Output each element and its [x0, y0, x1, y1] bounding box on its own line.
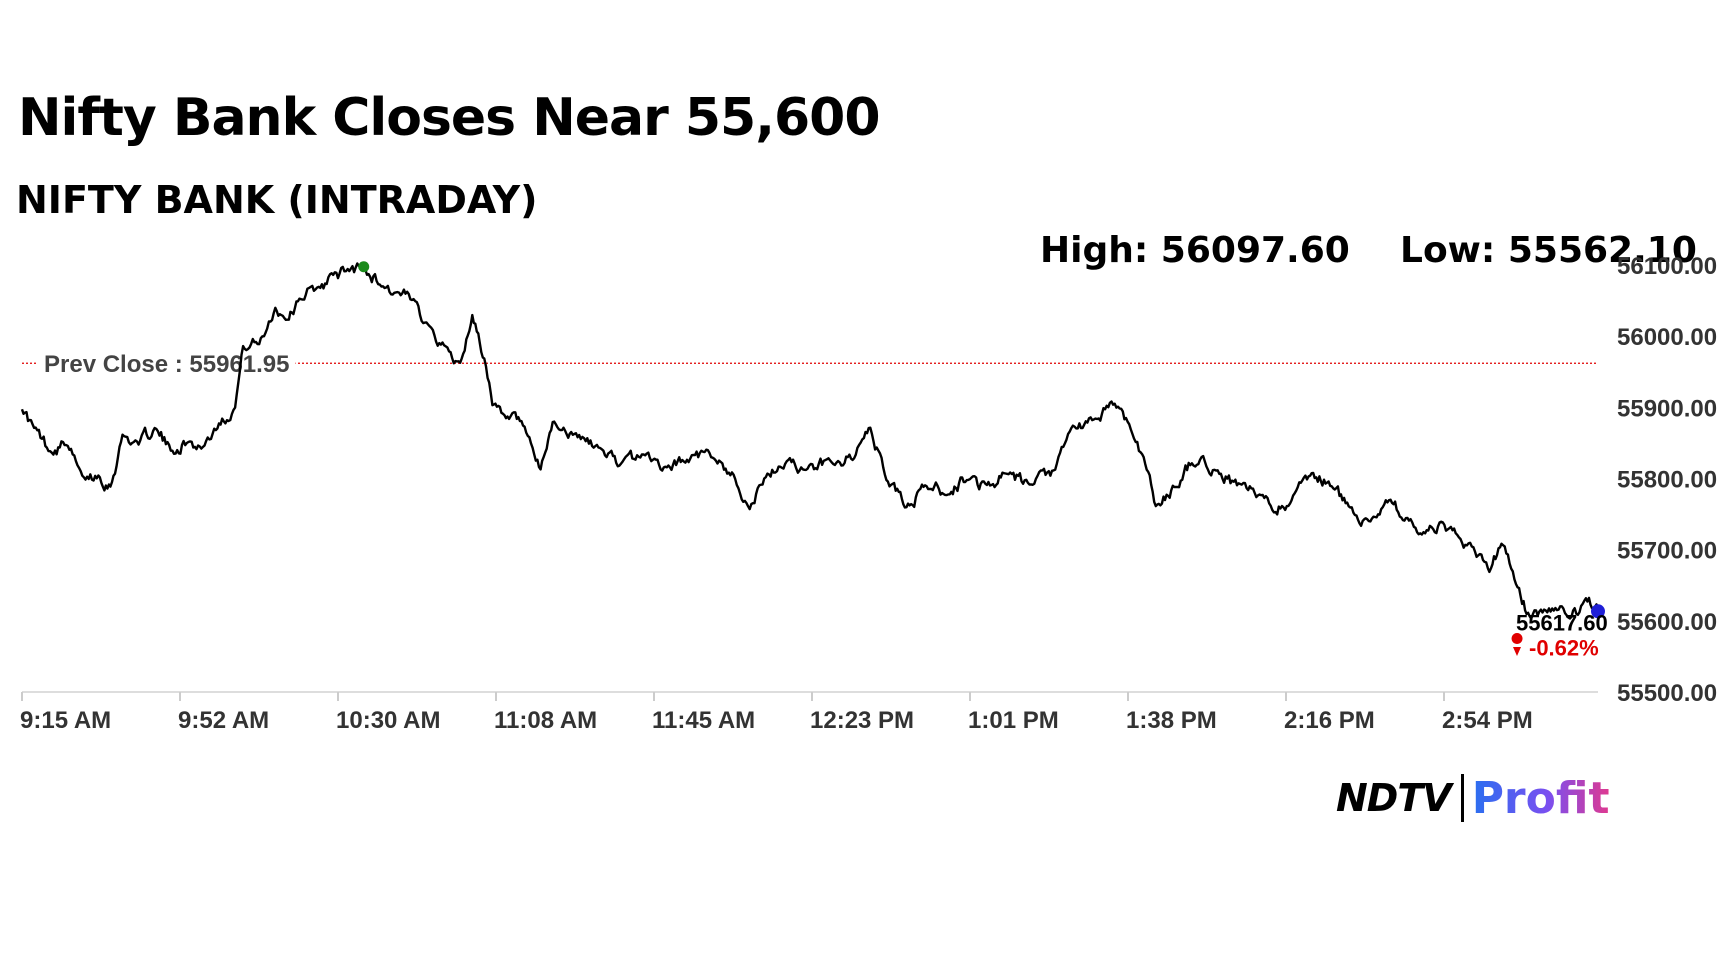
headline: Nifty Bank Closes Near 55,600 — [18, 88, 881, 148]
x-tick-label: 10:30 AM — [336, 707, 440, 734]
x-tick-label: 1:01 PM — [968, 707, 1059, 734]
x-tick-label: 2:54 PM — [1442, 707, 1533, 734]
y-tick-label: 56100.00 — [1617, 253, 1717, 280]
prev-close-label-bg — [38, 349, 296, 381]
y-tick-label: 56000.00 — [1617, 324, 1717, 351]
day-high-label: High: 56097.60 — [1040, 230, 1350, 271]
last-price-marker — [1591, 604, 1605, 619]
day-low-label: Low: 55562.10 — [1400, 230, 1697, 271]
x-tick-label: 12:23 PM — [810, 707, 914, 734]
logo-divider — [1460, 774, 1464, 822]
y-tick-label: 55600.00 — [1617, 609, 1717, 636]
prev-close-label: Prev Close : 55961.95 — [44, 351, 290, 378]
x-tick-label: 11:08 AM — [494, 707, 597, 734]
x-tick-label: 2:16 PM — [1284, 707, 1375, 734]
change-pin-icon — [1511, 633, 1523, 656]
logo-brand-text: NDTV — [1336, 776, 1452, 820]
day-high-marker — [358, 261, 370, 273]
chart-subtitle: NIFTY BANK (INTRADAY) — [16, 178, 538, 222]
x-tick-label: 9:52 AM — [178, 707, 269, 734]
y-tick-label: 55500.00 — [1617, 680, 1717, 707]
y-tick-label: 55900.00 — [1617, 395, 1717, 422]
logo-product-text: Profit — [1471, 772, 1610, 824]
x-tick-label: 1:38 PM — [1126, 707, 1217, 734]
y-tick-label: 55700.00 — [1617, 538, 1717, 565]
x-tick-label: 9:15 AM — [20, 707, 111, 734]
ndtv-profit-logo: NDTV Profit — [1336, 772, 1610, 824]
price-series-line — [20, 262, 1600, 620]
x-tick-label: 11:45 AM — [652, 707, 755, 734]
last-price-label: 55617.60 — [1516, 610, 1608, 635]
y-tick-label: 55800.00 — [1617, 467, 1717, 494]
change-percent-label: -0.62% — [1529, 635, 1599, 660]
